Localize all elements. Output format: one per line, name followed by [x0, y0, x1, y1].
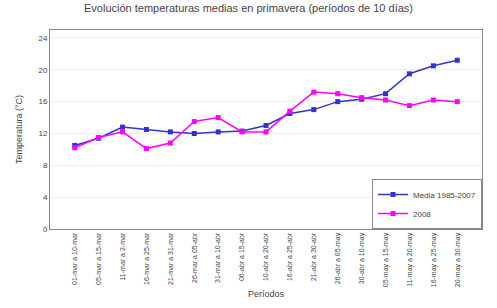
svg-text:06-abr a 15-abr: 06-abr a 15-abr: [238, 232, 245, 281]
svg-text:21-mar a 31-mar: 21-mar a 31-mar: [167, 232, 174, 285]
svg-text:05-mar a 15-mar: 05-mar a 15-mar: [95, 232, 102, 285]
svg-text:11-may a 20-may: 11-may a 20-may: [406, 232, 414, 286]
svg-text:01-mar a 10-mar: 01-mar a 10-mar: [71, 232, 78, 285]
svg-text:11-mar a 2-mar: 11-mar a 2-mar: [119, 232, 126, 280]
svg-text:16-abr a 25-abr: 16-abr a 25-abr: [286, 232, 293, 281]
svg-text:30-abr a 10-may: 30-abr a 10-may: [358, 232, 366, 284]
svg-text:2008: 2008: [413, 210, 431, 219]
svg-text:8: 8: [43, 161, 48, 170]
svg-text:Media 1985-2007: Media 1985-2007: [413, 191, 476, 200]
svg-text:31-mar a 10-abr: 31-mar a 10-abr: [214, 232, 221, 283]
svg-text:05-may a 15-may: 05-may a 15-may: [382, 232, 390, 287]
svg-text:Evolución temperaturas medias: Evolución temperaturas medias en primave…: [84, 2, 413, 14]
svg-text:24: 24: [38, 34, 47, 43]
svg-text:16-mar a 25-mar: 16-mar a 25-mar: [143, 232, 150, 285]
svg-text:20: 20: [38, 66, 47, 75]
svg-text:12: 12: [38, 129, 47, 138]
svg-text:26-mar a 05-abr: 26-mar a 05-abr: [191, 232, 198, 283]
svg-text:16-may a 25-may: 16-may a 25-may: [430, 232, 438, 287]
svg-text:21-abr a 30-abr: 21-abr a 30-abr: [310, 232, 317, 281]
svg-text:Períodos: Períodos: [248, 289, 285, 299]
svg-text:0: 0: [43, 225, 48, 234]
svg-text:4: 4: [43, 193, 48, 202]
svg-text:20-may a 30-may: 20-may a 30-may: [454, 232, 462, 287]
svg-text:10-abr a 20-abr: 10-abr a 20-abr: [262, 232, 269, 281]
svg-text:26-abr a 05-may: 26-abr a 05-may: [334, 232, 342, 284]
svg-text:16: 16: [38, 97, 47, 106]
svg-text:Temperatura (°C): Temperatura (°C): [14, 95, 24, 164]
